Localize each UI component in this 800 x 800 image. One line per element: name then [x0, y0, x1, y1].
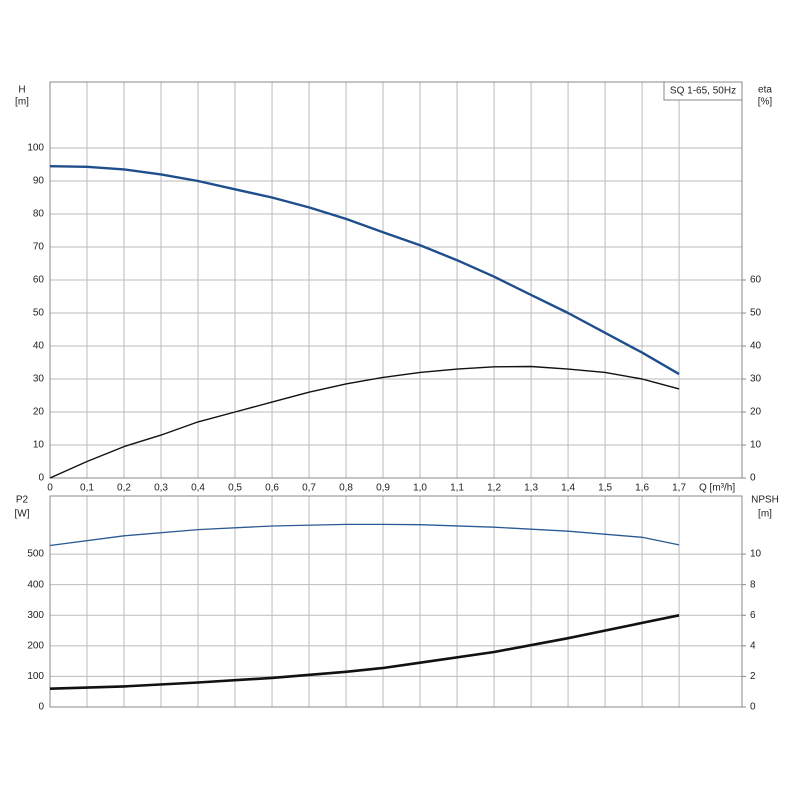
x-tick-label: 0,5 [228, 483, 242, 494]
y-tick-label: 100 [27, 143, 44, 154]
y2-tick-label: 8 [750, 579, 756, 590]
x-tick-label: 1,2 [487, 483, 501, 494]
title-box [663, 81, 743, 101]
y2-tick-label: 0 [750, 702, 756, 713]
y2-axis-unit: [m] [758, 509, 772, 520]
y2-tick-label: 4 [750, 640, 756, 651]
x-tick-label: 1,6 [635, 483, 649, 494]
plot-frame [49, 495, 743, 708]
series-line [49, 165, 680, 376]
y-tick-label: 300 [27, 610, 44, 621]
y-tick-label: 30 [33, 374, 45, 385]
y2-tick-label: 10 [750, 549, 762, 560]
y2-axis-unit: [%] [758, 97, 773, 108]
y-tick-label: 100 [27, 671, 44, 682]
y-axis-label: H [18, 85, 25, 96]
x-tick-label: 0,2 [117, 483, 131, 494]
y-tick-label: 70 [33, 242, 45, 253]
plot-frame [49, 81, 743, 479]
y2-tick-label: 20 [750, 407, 762, 418]
y2-tick-label: 30 [750, 374, 762, 385]
x-tick-label: 0,4 [191, 483, 205, 494]
y-axis-unit: [W] [15, 509, 30, 520]
y-tick-label: 20 [33, 407, 45, 418]
plot-background [50, 496, 742, 707]
y-tick-label: 0 [38, 702, 44, 713]
y-tick-label: 40 [33, 341, 45, 352]
series-line [49, 614, 680, 690]
x-tick-label: 0 [47, 483, 53, 494]
x-tick-label: 1,3 [524, 483, 538, 494]
y-tick-label: 90 [33, 176, 45, 187]
y2-tick-label: 6 [750, 610, 756, 621]
y2-tick-label: 50 [750, 308, 762, 319]
x-tick-label: 0,8 [339, 483, 353, 494]
series-line [49, 365, 680, 479]
x-tick-label: 0,1 [80, 483, 94, 494]
y-tick-label: 80 [33, 209, 45, 220]
y2-axis-label: eta [758, 85, 772, 96]
y-axis-unit: [m] [15, 97, 29, 108]
y-tick-label: 500 [27, 549, 44, 560]
x-tick-label: 1,0 [413, 483, 427, 494]
y2-tick-label: 10 [750, 440, 762, 451]
y2-tick-label: 40 [750, 341, 762, 352]
y-tick-label: 400 [27, 579, 44, 590]
y2-tick-label: 2 [750, 671, 756, 682]
x-tick-label: 0,3 [154, 483, 168, 494]
y-tick-label: 50 [33, 308, 45, 319]
y-tick-label: 60 [33, 275, 45, 286]
y-tick-label: 200 [27, 640, 44, 651]
x-tick-label: 0,9 [376, 483, 390, 494]
x-tick-label: 0,7 [302, 483, 316, 494]
y2-tick-label: 0 [750, 473, 756, 484]
x-tick-label: 1,4 [561, 483, 575, 494]
series-line [49, 523, 680, 547]
x-axis-label: Q [m³/h] [699, 483, 735, 494]
x-tick-label: 1,1 [450, 483, 464, 494]
y2-axis-label: NPSH [751, 495, 779, 506]
x-tick-label: 0,6 [265, 483, 279, 494]
x-tick-label: 1,5 [598, 483, 612, 494]
y2-tick-label: 60 [750, 275, 762, 286]
y-axis-label: P2 [16, 495, 29, 506]
chart-title: SQ 1-65, 50Hz [670, 86, 736, 97]
x-tick-label: 1,7 [672, 483, 686, 494]
y-tick-label: 10 [33, 440, 45, 451]
y-tick-label: 0 [38, 473, 44, 484]
